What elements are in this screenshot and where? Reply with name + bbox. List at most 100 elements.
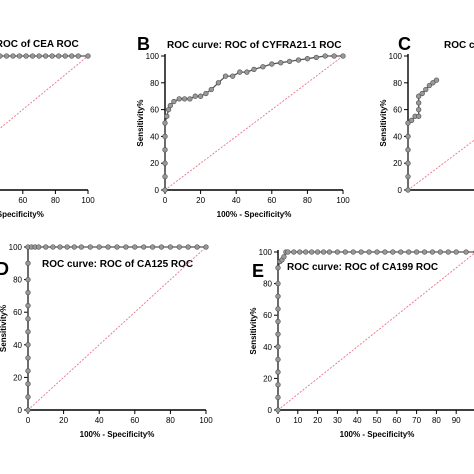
x-tick-label: 20 bbox=[59, 416, 68, 425]
roc-point bbox=[286, 58, 293, 65]
roc-point bbox=[194, 244, 200, 250]
roc-point bbox=[149, 244, 156, 250]
roc-point bbox=[416, 100, 422, 106]
roc-point bbox=[10, 53, 16, 59]
y-tick-label: 100 bbox=[389, 52, 403, 61]
roc-point bbox=[96, 244, 102, 250]
x-axis-label: 100% - Specificity% bbox=[217, 210, 292, 219]
roc-point bbox=[29, 53, 36, 59]
x-axis-label: 100% - Specificity% bbox=[80, 430, 155, 439]
x-tick-label: 0 bbox=[276, 416, 281, 425]
roc-point bbox=[437, 249, 444, 255]
roc-point bbox=[25, 355, 31, 361]
roc-point bbox=[416, 93, 422, 99]
roc-point bbox=[64, 244, 70, 250]
roc-point bbox=[25, 394, 31, 400]
roc-point bbox=[297, 249, 303, 255]
chart-title: ROC curve: ROC of CEA ROC bbox=[0, 39, 79, 50]
roc-point bbox=[423, 86, 429, 93]
chart-title: ROC curve: ROC of CA199 ROC bbox=[287, 262, 438, 273]
roc-point bbox=[75, 53, 81, 59]
roc-point bbox=[275, 280, 281, 287]
roc-point bbox=[426, 82, 433, 89]
roc-point bbox=[132, 244, 138, 250]
roc-point bbox=[187, 96, 193, 102]
roc-point bbox=[275, 293, 281, 299]
roc-point bbox=[141, 244, 147, 250]
roc-point bbox=[382, 249, 388, 255]
roc-point bbox=[260, 64, 266, 70]
roc-point bbox=[405, 187, 411, 193]
y-tick-label: 60 bbox=[13, 308, 22, 317]
roc-point bbox=[123, 244, 129, 250]
reference-diagonal bbox=[164, 55, 344, 191]
roc-point bbox=[275, 382, 281, 388]
roc-panel-e: E ROC curve: ROC of CA199 ROC020406080100… bbox=[249, 248, 474, 439]
roc-point bbox=[85, 53, 91, 59]
roc-point bbox=[331, 53, 337, 59]
roc-point bbox=[398, 249, 404, 255]
roc-point bbox=[36, 244, 42, 250]
roc-point bbox=[16, 53, 23, 59]
roc-point bbox=[413, 249, 420, 255]
roc-point bbox=[164, 113, 170, 119]
roc-point bbox=[275, 306, 281, 312]
roc-point bbox=[419, 90, 425, 97]
roc-point bbox=[251, 66, 257, 73]
roc-point bbox=[167, 244, 174, 250]
x-tick-label: 90 bbox=[452, 416, 461, 425]
y-tick-label: 60 bbox=[393, 106, 402, 115]
roc-point bbox=[275, 369, 281, 375]
roc-point bbox=[203, 90, 209, 97]
roc-point bbox=[23, 53, 29, 59]
roc-point bbox=[429, 249, 436, 255]
roc-point bbox=[275, 331, 281, 337]
x-axis-label: 100% - Specificity% bbox=[0, 210, 44, 219]
x-tick-label: 0 bbox=[26, 416, 31, 425]
y-tick-label: 100 bbox=[146, 52, 160, 61]
reference-diagonal bbox=[0, 55, 89, 129]
roc-point bbox=[3, 53, 10, 59]
roc-point bbox=[25, 316, 31, 322]
roc-point bbox=[25, 381, 31, 387]
panel-letter: E bbox=[252, 261, 264, 281]
x-tick-label: 60 bbox=[130, 416, 139, 425]
roc-point bbox=[162, 147, 168, 153]
y-axis-label: Sensitivity% bbox=[136, 99, 145, 146]
x-tick-label: 0 bbox=[163, 196, 168, 205]
roc-point bbox=[275, 356, 281, 363]
roc-panel-d: D ROC curve: ROC of CA125 ROC 0 20 40 60 80 100… bbox=[0, 243, 213, 439]
roc-point bbox=[416, 113, 422, 119]
roc-point bbox=[114, 244, 120, 250]
roc-point bbox=[62, 53, 68, 59]
roc-point bbox=[162, 120, 168, 126]
panel-letter: D bbox=[0, 259, 9, 279]
y-tick-label: 20 bbox=[263, 374, 272, 383]
roc-point bbox=[278, 60, 284, 66]
chart-title: ROC curve: ROC of CA125 ROC bbox=[42, 259, 193, 270]
roc-point bbox=[285, 249, 291, 255]
roc-point bbox=[291, 249, 297, 255]
panel-letter: C bbox=[398, 34, 411, 54]
roc-point bbox=[275, 344, 281, 350]
roc-point bbox=[215, 80, 222, 86]
roc-point bbox=[340, 53, 346, 59]
y-tick-label: 60 bbox=[263, 311, 272, 320]
y-tick-label: 100 bbox=[9, 243, 23, 252]
roc-point bbox=[314, 249, 321, 255]
x-tick-label: 100 bbox=[199, 416, 213, 425]
x-tick-label: 40 bbox=[95, 416, 104, 425]
x-tick-label: 20 bbox=[196, 196, 205, 205]
x-tick-label: 100 bbox=[336, 196, 350, 205]
roc-point bbox=[158, 244, 165, 250]
roc-point bbox=[167, 102, 173, 109]
y-tick-label: 20 bbox=[393, 159, 402, 168]
roc-point bbox=[56, 53, 62, 59]
x-tick-label: 30 bbox=[333, 416, 342, 425]
roc-point bbox=[445, 249, 451, 255]
y-tick-label: 80 bbox=[13, 276, 22, 285]
roc-point bbox=[374, 249, 380, 255]
roc-point bbox=[171, 98, 177, 105]
y-tick-label: 80 bbox=[150, 79, 159, 88]
roc-point bbox=[50, 244, 56, 250]
